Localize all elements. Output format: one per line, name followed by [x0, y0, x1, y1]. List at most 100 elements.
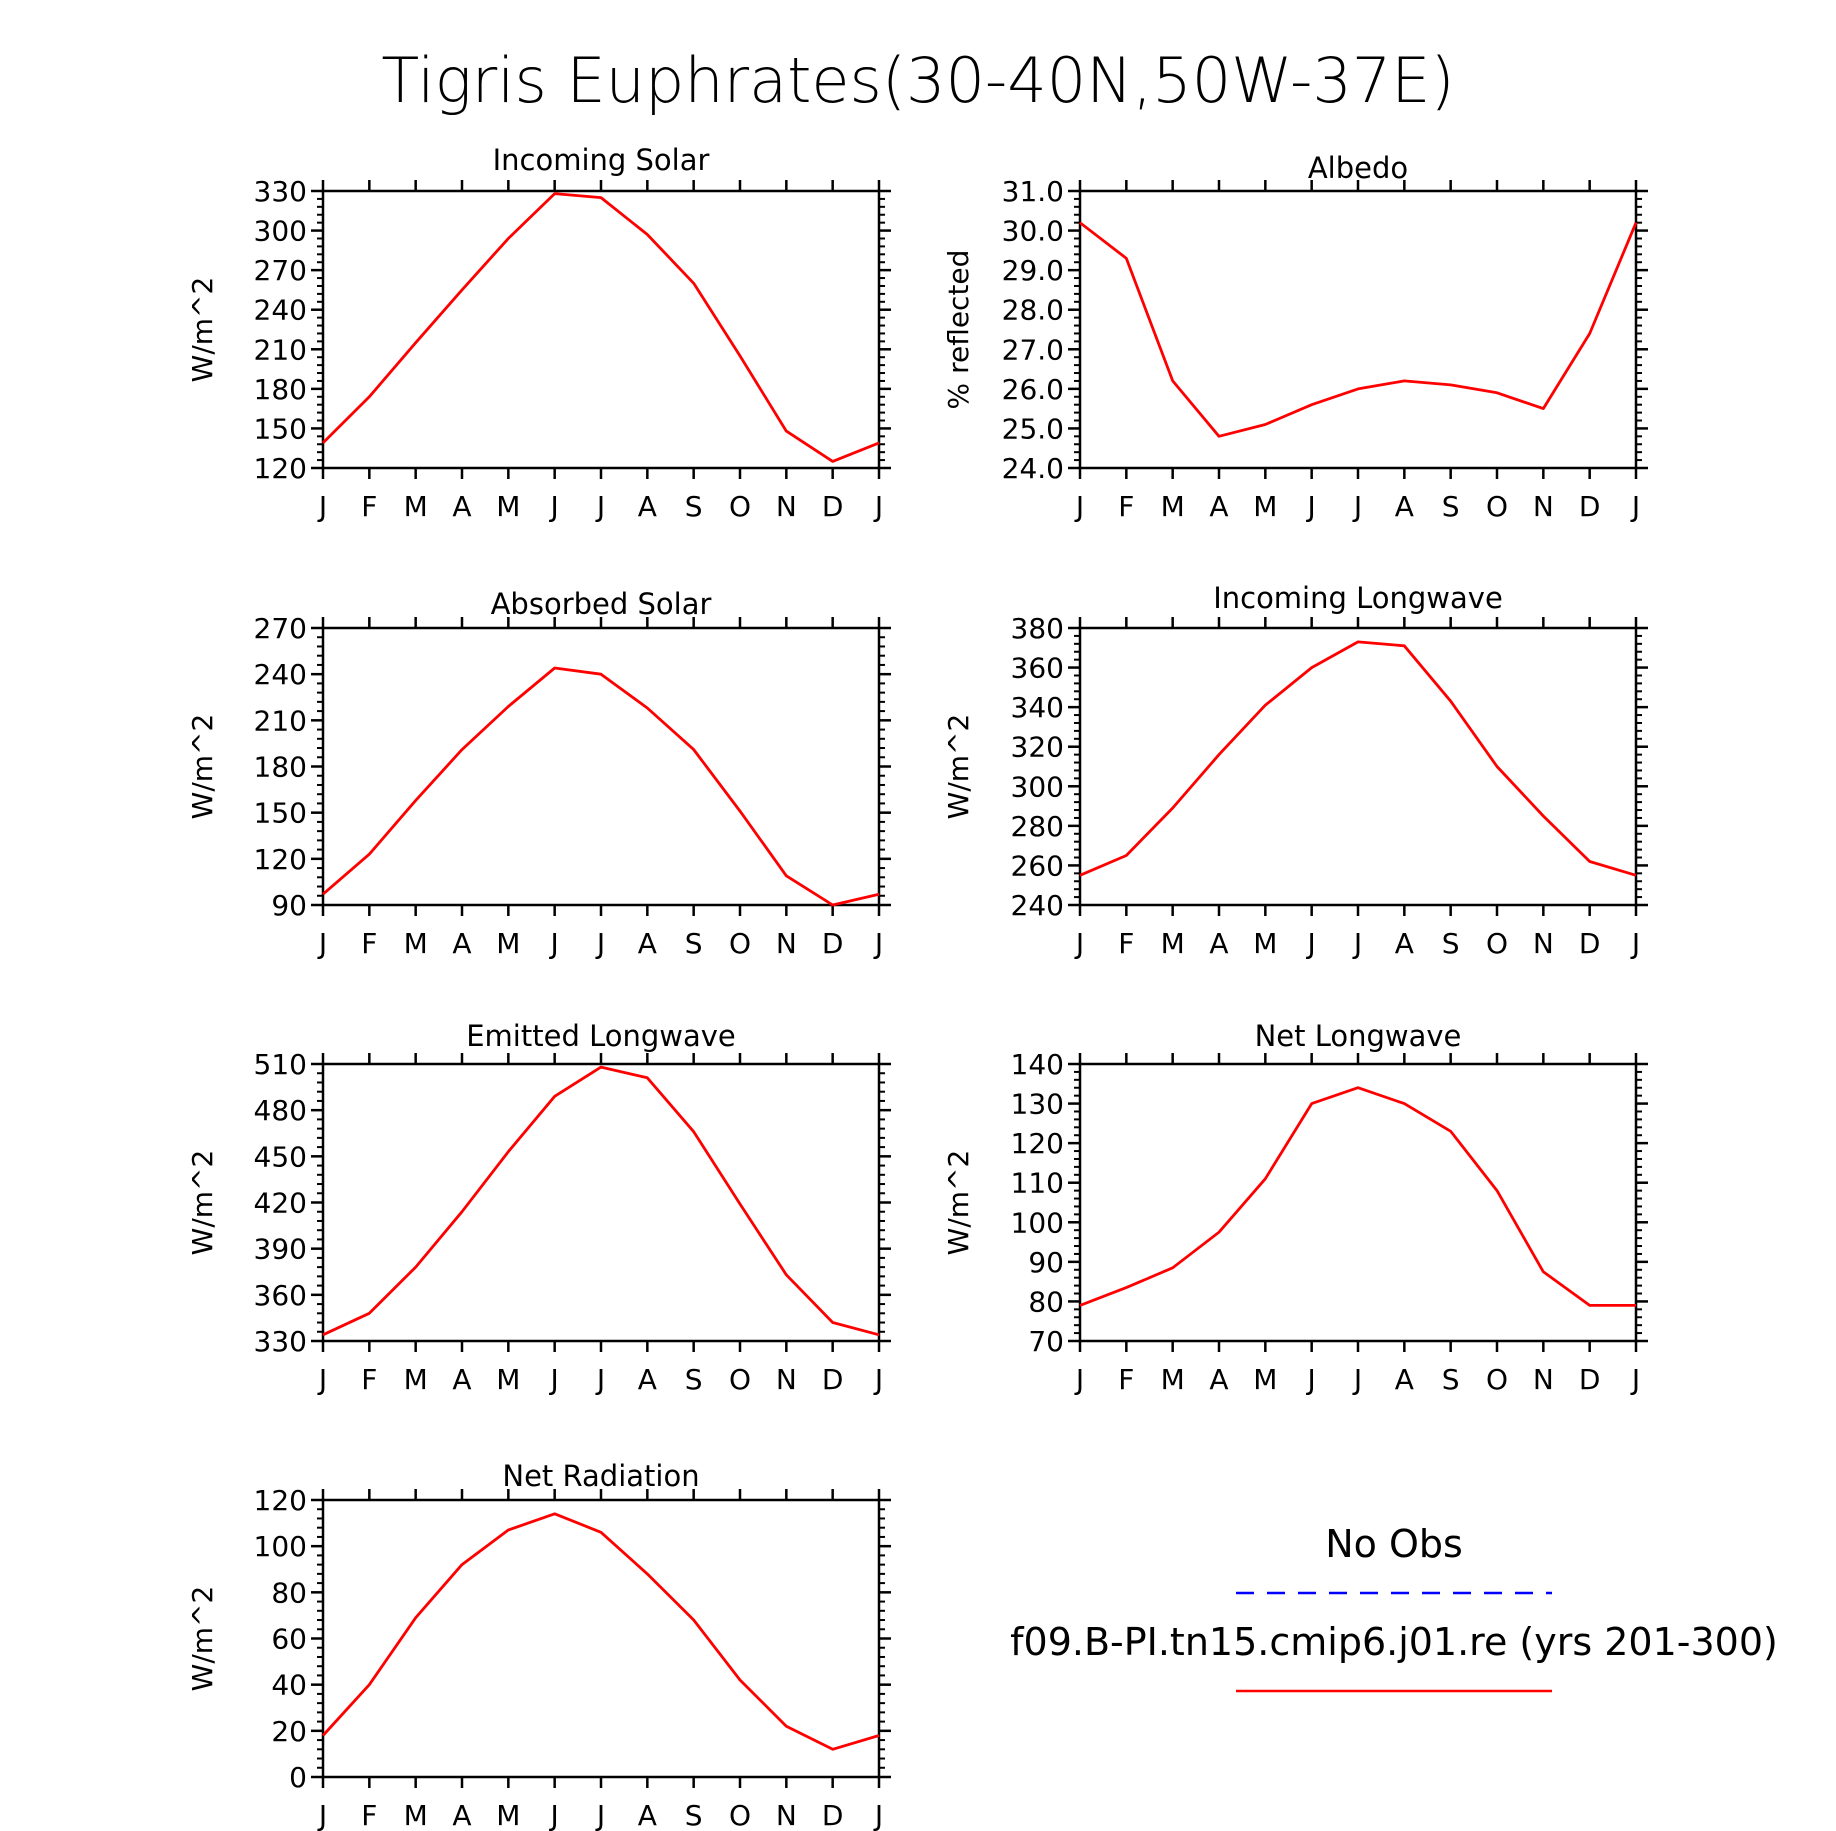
y-tick-label: 150 [254, 412, 307, 445]
plot-frame [1078, 1062, 1638, 1343]
x-tick-label: J [1630, 1363, 1640, 1396]
series-line-model [321, 1512, 880, 1751]
legend: No Obs f09.B-PI.tn15.cmip6.j01.re (yrs 2… [1010, 1522, 1778, 1693]
plot-frame [321, 626, 881, 907]
legend-model-label: f09.B-PI.tn15.cmip6.j01.re (yrs 201-300) [1010, 1620, 1778, 1664]
y-tick-label: 90 [271, 889, 307, 922]
x-tick-label: A [638, 490, 657, 523]
x-tick-label: M [1253, 490, 1277, 523]
y-tick-label: 260 [1011, 849, 1064, 882]
x-tick-label: J [1630, 490, 1640, 523]
x-tick-label: D [822, 1363, 844, 1396]
y-tick-label: 120 [254, 1484, 307, 1517]
x-tick-label: S [1442, 490, 1460, 523]
x-tick-label: M [404, 1363, 428, 1396]
x-tick-label: M [1253, 927, 1277, 960]
y-tick-label: 270 [254, 254, 307, 287]
x-tick-label: J [549, 1799, 559, 1831]
x-tick-label: J [1074, 490, 1084, 523]
y-tick-label: 31.0 [1002, 175, 1064, 208]
y-tick-label: 480 [254, 1094, 307, 1127]
x-tick-label: N [776, 927, 797, 960]
y-tick-label: 180 [254, 373, 307, 406]
y-tick-label: 140 [1011, 1048, 1064, 1081]
x-tick-label: N [776, 1799, 797, 1831]
y-tick-label: 120 [1011, 1127, 1064, 1160]
x-tick-label: D [1579, 490, 1601, 523]
y-tick-label: 210 [254, 333, 307, 366]
figure-title: Tigris Euphrates(30-40N,50W-37E) [381, 44, 1454, 117]
y-tick-label: 70 [1028, 1325, 1064, 1358]
y-tick-label: 240 [254, 294, 307, 327]
panel-title: Albedo [1308, 151, 1408, 185]
x-tick-label: A [452, 1799, 471, 1831]
x-tick-label: J [1074, 927, 1084, 960]
x-tick-label: O [729, 1363, 751, 1396]
x-tick-label: J [595, 1799, 605, 1831]
y-tick-label: 210 [254, 704, 307, 737]
y-tick-label: 450 [254, 1140, 307, 1173]
x-tick-label: J [1074, 1363, 1084, 1396]
panel-title: Emitted Longwave [466, 1019, 736, 1053]
y-axis-label: W/m^2 [186, 1150, 219, 1256]
y-tick-label: 420 [254, 1187, 307, 1220]
x-tick-label: A [452, 927, 471, 960]
x-tick-label: F [1118, 927, 1134, 960]
plot-frame [321, 1498, 881, 1779]
x-tick-label: F [361, 1799, 377, 1831]
x-tick-label: J [873, 1799, 883, 1831]
y-tick-label: 320 [1011, 731, 1064, 764]
x-tick-label: J [873, 1363, 883, 1396]
y-tick-label: 90 [1028, 1246, 1064, 1279]
x-tick-label: N [776, 1363, 797, 1396]
y-tick-label: 130 [1011, 1088, 1064, 1121]
y-tick-label: 110 [1011, 1167, 1064, 1200]
y-tick-label: 300 [1011, 770, 1064, 803]
x-tick-label: J [549, 1363, 559, 1396]
y-tick-label: 80 [1028, 1285, 1064, 1318]
x-tick-label: J [873, 490, 883, 523]
x-tick-label: A [1209, 927, 1228, 960]
x-tick-label: O [1486, 490, 1508, 523]
x-tick-label: M [496, 1363, 520, 1396]
series-line-model [1079, 221, 1638, 438]
y-tick-label: 26.0 [1002, 373, 1064, 406]
x-tick-label: S [685, 1363, 703, 1396]
x-tick-label: J [1352, 927, 1362, 960]
x-tick-label: A [1395, 1363, 1414, 1396]
y-tick-label: 0 [289, 1761, 307, 1794]
x-tick-label: O [729, 1799, 751, 1831]
x-tick-label: A [638, 1363, 657, 1396]
x-tick-label: N [1533, 1363, 1554, 1396]
x-tick-label: D [1579, 927, 1601, 960]
y-axis-label: W/m^2 [186, 277, 219, 383]
x-tick-label: M [404, 490, 428, 523]
y-tick-label: 120 [254, 843, 307, 876]
y-axis-label: W/m^2 [942, 1150, 975, 1256]
y-tick-label: 270 [254, 612, 307, 645]
y-axis-label: % reflected [942, 250, 975, 410]
y-tick-label: 100 [254, 1530, 307, 1563]
x-tick-label: N [1533, 490, 1554, 523]
x-tick-label: A [1395, 927, 1414, 960]
y-tick-label: 28.0 [1002, 294, 1064, 327]
x-tick-label: M [404, 1799, 428, 1831]
y-tick-label: 390 [254, 1233, 307, 1266]
y-tick-label: 180 [254, 751, 307, 784]
y-axis-label: W/m^2 [186, 714, 219, 820]
series-line-model [322, 192, 880, 463]
x-tick-label: J [1352, 490, 1362, 523]
x-tick-label: D [1579, 1363, 1601, 1396]
x-tick-label: J [1306, 927, 1316, 960]
legend-obs-label: No Obs [1325, 1522, 1463, 1566]
x-tick-label: F [361, 927, 377, 960]
y-tick-label: 360 [254, 1279, 307, 1312]
x-tick-label: A [638, 1799, 657, 1831]
